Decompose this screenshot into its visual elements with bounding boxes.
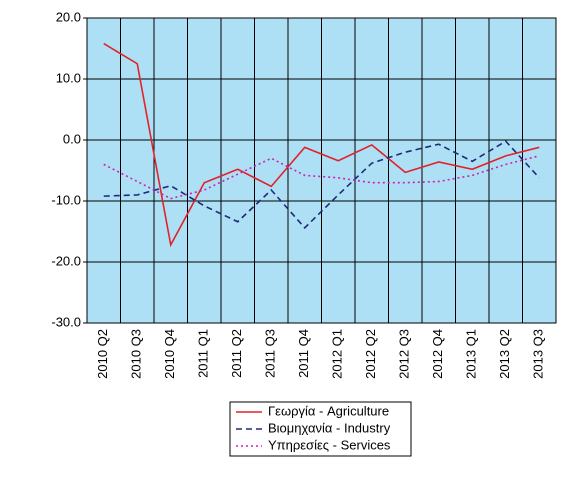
legend-label: Βιομηχανία - Industry (268, 420, 391, 435)
x-tick-label: 2010 Q3 (129, 329, 144, 379)
x-tick-label: 2010 Q2 (95, 329, 110, 379)
series-line (103, 140, 540, 230)
x-tick-label: 2011 Q3 (263, 329, 278, 378)
x-tick-label: 2012 Q2 (363, 329, 378, 379)
legend-label: Γεωργία - Agriculture (268, 403, 389, 418)
y-tick-label: 0.0 (63, 131, 81, 146)
y-tick-label: 10.0 (56, 70, 81, 85)
x-tick-label: 2013 Q3 (531, 329, 546, 379)
x-tick-label: 2013 Q2 (497, 329, 512, 379)
y-tick-label: -30.0 (51, 314, 81, 329)
y-tick-label: -10.0 (51, 192, 81, 207)
x-tick-label: 2012 Q4 (430, 329, 445, 379)
x-tick-label: 2012 Q3 (397, 329, 412, 379)
x-tick-label: 2011 Q2 (229, 329, 244, 378)
series-line (103, 42, 540, 248)
x-tick-label: 2013 Q1 (464, 329, 479, 379)
legend-label: Υπηρεσίες - Services (268, 437, 391, 452)
series-line (103, 155, 540, 200)
x-tick-label: 2011 Q1 (196, 329, 211, 378)
y-tick-label: 20.0 (56, 9, 81, 24)
x-tick-label: 2011 Q4 (296, 329, 311, 378)
x-tick-label: 2012 Q1 (330, 329, 345, 379)
y-tick-label: -20.0 (51, 253, 81, 268)
x-tick-label: 2010 Q4 (162, 329, 177, 379)
